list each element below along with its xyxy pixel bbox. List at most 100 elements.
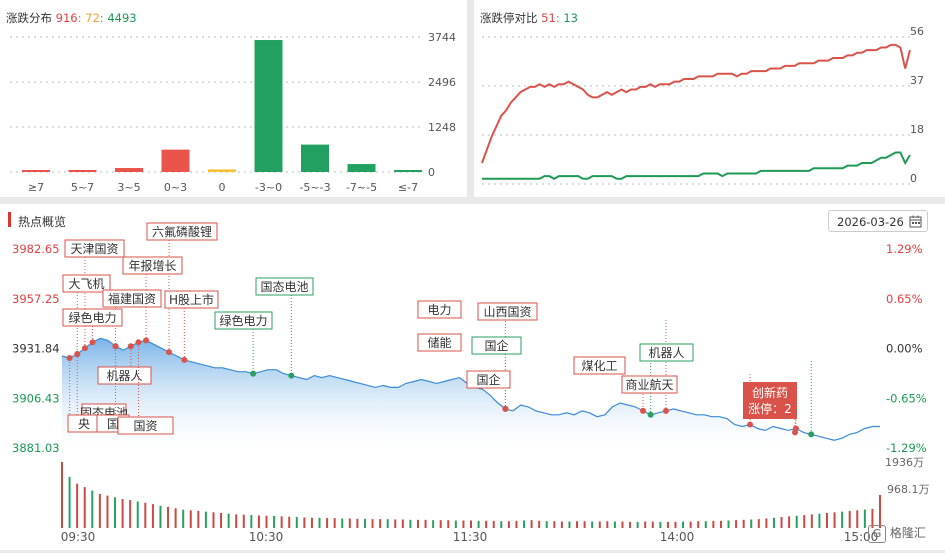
- marker-box: [417, 300, 462, 319]
- volume-bar: [220, 513, 223, 528]
- calendar-icon[interactable]: [909, 215, 922, 231]
- marker-box: [471, 336, 522, 355]
- marker-dot: [288, 372, 295, 379]
- marker-dot: [250, 370, 257, 377]
- volume-bar: [121, 499, 124, 528]
- up-count: 916: [55, 11, 78, 25]
- marker-dot: [662, 407, 669, 414]
- marker-dot: [74, 351, 81, 358]
- volume-bar: [98, 493, 101, 528]
- marker-dot: [640, 407, 647, 414]
- volume-bar: [129, 500, 132, 528]
- marker-label: 山西国资: [483, 305, 531, 319]
- y-tick-label: 1248: [428, 121, 456, 134]
- volume-bar: [470, 520, 472, 528]
- volume-bar: [523, 520, 526, 528]
- price-area: [62, 338, 880, 448]
- marker-box: [117, 416, 174, 435]
- volume-bar: [409, 519, 412, 528]
- volume-bar: [61, 462, 63, 528]
- volume-bar: [386, 519, 389, 528]
- badge-line1: 创新药: [752, 385, 788, 400]
- y-tick-label: 56: [910, 25, 924, 38]
- x-tick-label: 0: [219, 181, 226, 194]
- marker-label: 国资: [133, 419, 157, 433]
- bar: [254, 40, 283, 173]
- marker-label: 绿色电力: [219, 313, 267, 328]
- marker-label: 商业航天: [625, 377, 673, 392]
- marker-label: 央: [78, 417, 90, 431]
- volume-bar: [439, 520, 442, 528]
- volume-bar: [841, 511, 844, 528]
- volume-bar: [833, 512, 836, 528]
- y-tick-label: 37: [910, 74, 924, 87]
- volume-bar: [280, 516, 283, 528]
- marker-label: 国企: [484, 338, 508, 353]
- y-tick-label: 3744: [428, 31, 456, 44]
- volume-bar: [310, 517, 313, 528]
- limit-up-line: [481, 43, 911, 164]
- volume-bar: [825, 513, 828, 528]
- badge-box: [743, 382, 797, 419]
- marker-label: 大飞机: [68, 277, 104, 291]
- watermark-logo: G 格隆汇: [868, 524, 926, 544]
- volume-bar: [485, 520, 488, 528]
- volume-bar: [697, 521, 700, 528]
- volume-bar: [462, 520, 465, 528]
- volume-bar: [719, 520, 722, 528]
- volume-bar: [598, 521, 601, 528]
- bar: [301, 144, 329, 172]
- volume-bar: [242, 514, 245, 528]
- volume-bar: [333, 518, 336, 528]
- price-tick-label: 3931.84: [12, 342, 60, 356]
- volume-bar: [629, 521, 632, 528]
- volume-bar: [606, 521, 609, 528]
- marker-box: [97, 366, 152, 385]
- down-count: 4493: [107, 11, 137, 25]
- volume-bar: [326, 518, 329, 528]
- hot-overview-title: 热点概览: [18, 215, 67, 229]
- volume-bar: [780, 517, 783, 528]
- volume-bar: [788, 516, 791, 528]
- volume-bar: [167, 506, 170, 528]
- marker-dot: [808, 431, 815, 438]
- volume-bar: [250, 515, 253, 528]
- volume-bar: [674, 521, 677, 528]
- volume-bar: [568, 521, 571, 528]
- y-tick-label: 0: [428, 166, 435, 179]
- volume-bar: [659, 521, 662, 528]
- marker-dot: [135, 339, 142, 346]
- marker-label: 福建国资: [108, 291, 156, 306]
- volume-bar: [363, 518, 366, 528]
- marker-label: 储能: [427, 335, 451, 350]
- volume-bar: [818, 513, 821, 528]
- volume-bar: [810, 514, 813, 528]
- limit-up-count: 51: [541, 11, 556, 25]
- marker-label: 国态电池: [260, 280, 308, 294]
- volume-bar: [863, 509, 866, 528]
- volume-bar: [144, 502, 147, 528]
- volume-bar: [500, 521, 503, 528]
- volume-bar: [795, 515, 798, 528]
- y-tick-label: 18: [910, 123, 924, 136]
- marker-label: 煤化工: [581, 359, 617, 373]
- logo-icon: G: [868, 524, 886, 543]
- volume-bar: [295, 517, 298, 528]
- x-tick-label: ≥7: [28, 181, 44, 194]
- marker-box: [62, 308, 123, 327]
- date-picker[interactable]: 2026-03-26: [828, 210, 928, 232]
- time-label: 14:00: [660, 530, 695, 544]
- time-label: 11:30: [453, 530, 488, 544]
- volume-bar: [507, 521, 510, 528]
- volume-bar: [765, 518, 768, 528]
- volume-bar: [212, 512, 215, 528]
- volume-bar: [182, 509, 185, 528]
- marker-label: 绿色电力: [68, 310, 116, 325]
- volume-bar: [432, 520, 435, 528]
- marker-box: [64, 239, 125, 258]
- marker-box: [255, 277, 314, 296]
- x-tick-label: 0~3: [164, 181, 187, 194]
- x-tick-label: -3~0: [255, 181, 282, 194]
- bar: [161, 149, 190, 172]
- limit-title: 涨跌停对比 51: 13: [480, 11, 578, 25]
